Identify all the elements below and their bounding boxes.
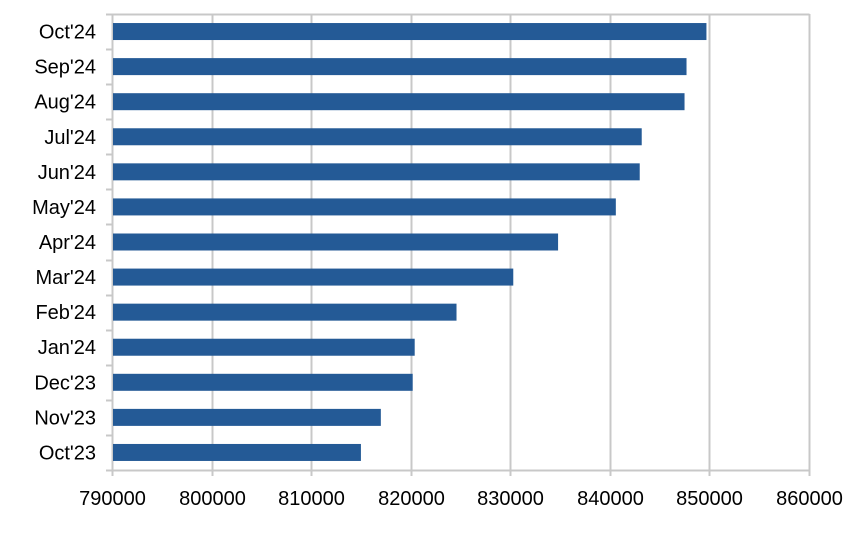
category-label-12: Oct'24 (39, 22, 96, 44)
category-label-4: Feb'24 (35, 302, 96, 324)
bar-nov23 (113, 408, 381, 426)
bar-may24 (113, 198, 616, 216)
category-label-11: Sep'24 (34, 57, 96, 79)
bar-jul24 (113, 128, 642, 146)
x-tick-label-1: 800000 (179, 488, 246, 510)
x-tick-label-4: 830000 (477, 488, 544, 510)
bar-mar24 (113, 268, 514, 286)
category-label-2: Dec'23 (34, 372, 96, 394)
bar-dec23 (113, 373, 413, 391)
bar-aug24 (113, 93, 685, 111)
bar-jan24 (113, 338, 415, 356)
category-label-1: Nov'23 (34, 407, 96, 429)
bar-oct23 (113, 443, 361, 461)
x-tick-label-0: 790000 (79, 488, 146, 510)
bars (113, 23, 707, 461)
category-label-9: Jul'24 (44, 127, 96, 149)
category-label-7: May'24 (32, 197, 96, 219)
x-tick-label-5: 840000 (577, 488, 644, 510)
bar-jun24 (113, 163, 640, 181)
x-tick-labels: 790000 800000 810000 820000 830000 840000 8500… (79, 488, 843, 510)
x-tick-label-7: 860000 (776, 488, 843, 510)
bar-feb24 (113, 303, 457, 321)
x-tick-label-3: 820000 (378, 488, 445, 510)
category-label-10: Aug'24 (34, 92, 96, 114)
x-tick-label-6: 850000 (676, 488, 743, 510)
bar-oct24 (113, 23, 707, 41)
category-label-8: Jun'24 (38, 162, 96, 184)
x-tick-label-2: 810000 (278, 488, 345, 510)
category-label-3: Jan'24 (38, 337, 96, 359)
category-label-0: Oct'23 (39, 442, 96, 464)
bar-sep24 (113, 58, 687, 76)
category-labels: Oct'23 Nov'23 Dec'23 Jan'24 Feb'24 Mar'24 Apr'… (32, 22, 96, 465)
bar-apr24 (113, 233, 559, 251)
category-label-6: Apr'24 (39, 232, 96, 254)
category-label-5: Mar'24 (35, 267, 96, 289)
